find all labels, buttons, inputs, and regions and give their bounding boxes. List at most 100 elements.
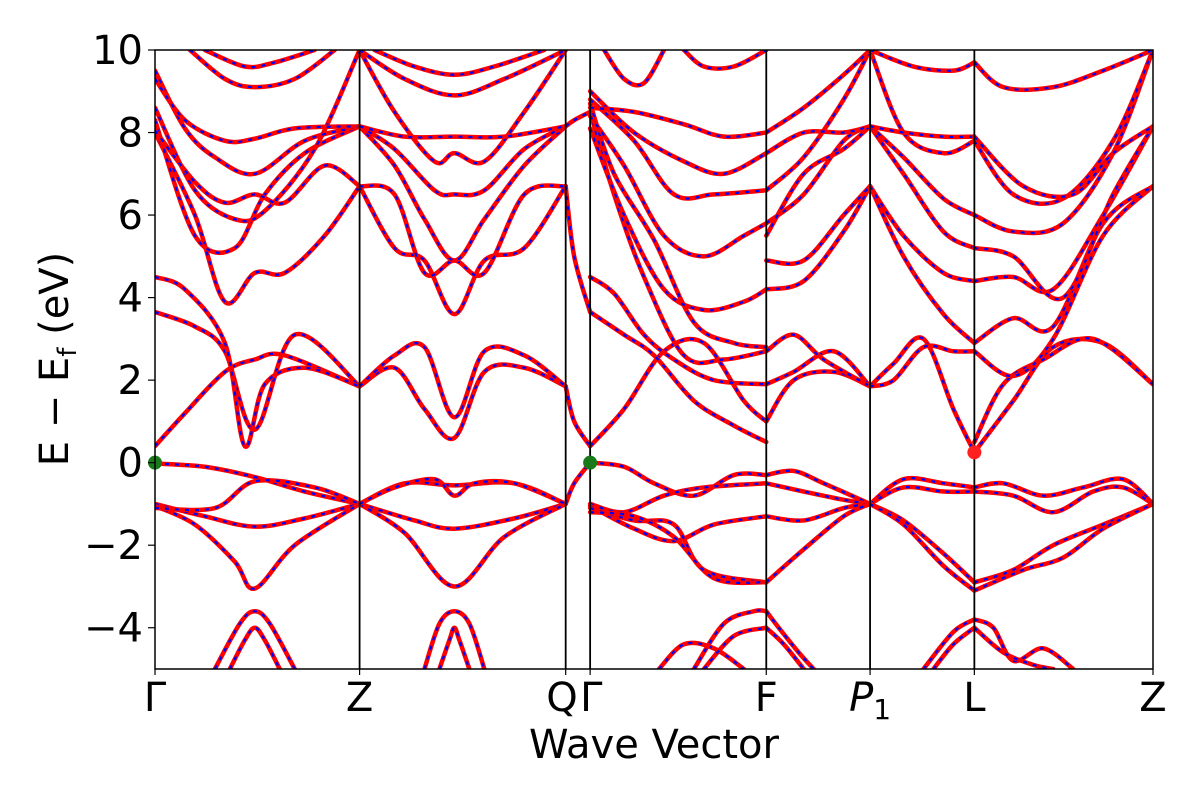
band-dft-52	[601, 50, 667, 88]
band-wannier-79	[869, 185, 976, 344]
band-dft-10	[155, 68, 362, 177]
band-dft-81	[867, 124, 977, 251]
band-dft-19	[357, 501, 568, 589]
band-wannier-47	[589, 128, 767, 312]
band-wannier-54	[658, 641, 745, 669]
band-wannier-98	[973, 50, 1153, 235]
band-wannier-0	[155, 462, 360, 506]
x-axis-ticks: Γ Z Q Γ F P1 L Z	[144, 669, 1167, 726]
band-wannier-56	[703, 626, 767, 669]
band-dft-18	[357, 501, 568, 531]
band-wannier-25	[358, 125, 567, 262]
band-dft-95	[972, 183, 1153, 346]
band-wannier-13	[189, 50, 336, 89]
band-wannier-94	[973, 185, 1153, 378]
band-wannier-44	[589, 276, 767, 386]
band-wannier-6	[155, 275, 360, 448]
y-axis-label-sub: f	[53, 347, 83, 357]
band-dft-101	[972, 50, 1153, 92]
band-dft-82	[867, 124, 977, 218]
band-dft-22	[357, 340, 568, 420]
band-wannier-68	[765, 125, 871, 155]
band-wannier-23	[358, 185, 567, 316]
y-tick-label-2: 0	[118, 441, 143, 487]
band-wannier-27	[358, 50, 567, 165]
band-lines	[155, 50, 1153, 669]
band-wannier-65	[766, 185, 871, 265]
x-tick-label-3: Γ	[580, 675, 603, 721]
band-wannier-4	[155, 352, 361, 447]
special-point-marker-2	[967, 445, 982, 460]
y-axis-label-tail: (eV)	[32, 252, 78, 348]
x-tick-label-5: P1	[849, 675, 891, 726]
band-wannier-86	[922, 618, 975, 669]
band-wannier-48	[589, 115, 767, 258]
band-dft-29	[357, 50, 568, 98]
y-axis-ticks: −4 −2 0 2 4 6 8 10	[84, 28, 155, 652]
y-tick-label-1: −2	[84, 523, 143, 569]
band-wannier-24	[359, 184, 566, 277]
band-wannier-70	[765, 125, 871, 237]
band-dft-43	[587, 309, 769, 445]
plot-frame	[154, 49, 1154, 670]
band-wannier-96	[974, 125, 1153, 294]
band-wannier-102	[973, 618, 1074, 669]
band-wannier-28	[359, 125, 566, 139]
x-tick-label-0: Γ	[144, 675, 167, 721]
y-tick-label-0: −4	[84, 606, 143, 652]
band-wannier-80	[869, 185, 975, 283]
band-wannier-97	[974, 125, 1153, 301]
band-wannier-100	[973, 125, 1153, 198]
band-wannier-62	[765, 350, 871, 388]
band-wannier-49	[589, 98, 767, 200]
band-wannier-67	[765, 50, 872, 192]
y-axis-label: E − Ef (eV)	[32, 252, 83, 467]
band-wannier-91	[973, 502, 1153, 592]
band-wannier-89	[974, 485, 1153, 514]
x-axis-label: Wave Vector	[529, 722, 780, 768]
band-wannier-26	[358, 125, 567, 197]
y-tick-label-4: 4	[118, 276, 143, 322]
band-wannier-16	[228, 626, 281, 669]
band-wannier-85	[869, 50, 975, 72]
band-wannier-39	[589, 505, 767, 543]
band-dft-58	[764, 481, 873, 507]
band-wannier-51	[590, 106, 767, 139]
band-wannier-64	[766, 185, 872, 291]
band-wannier-88	[974, 477, 1153, 505]
band-wannier-57	[766, 469, 871, 505]
band-wannier-93	[973, 337, 1153, 443]
band-wannier-87	[932, 626, 976, 669]
band-wannier-35	[564, 186, 592, 313]
high-symmetry-lines	[358, 50, 976, 669]
band-wannier-40	[589, 507, 767, 584]
x-tick-label-7: Z	[1139, 675, 1166, 721]
y-axis-label-main: E − E	[32, 357, 78, 467]
band-wannier-5	[155, 311, 361, 431]
band-dft-74	[867, 484, 977, 507]
band-dft-71	[764, 608, 816, 669]
band-wannier-50	[589, 90, 767, 176]
band-wannier-15	[213, 610, 296, 669]
band-wannier-37	[589, 461, 767, 497]
band-wannier-53	[683, 50, 767, 70]
band-wannier-21	[358, 363, 567, 440]
y-tick-label-5: 6	[118, 193, 143, 239]
y-tick-label-7: 10	[92, 28, 143, 74]
band-wannier-41	[590, 511, 767, 584]
band-wannier-11	[155, 129, 361, 205]
band-wannier-63	[765, 333, 871, 388]
band-wannier-31	[423, 610, 486, 669]
band-wannier-75	[869, 502, 976, 584]
band-wannier-20	[359, 477, 567, 505]
band-wannier-42	[589, 337, 768, 447]
special-point-marker-1	[583, 455, 598, 470]
band-wannier-103	[973, 626, 1054, 669]
band-wannier-76	[869, 502, 976, 592]
band-wannier-83	[869, 50, 975, 155]
y-tick-label-6: 8	[118, 111, 143, 157]
band-wannier-12	[155, 78, 360, 144]
band-wannier-30	[374, 50, 545, 76]
band-wannier-8	[155, 119, 361, 254]
